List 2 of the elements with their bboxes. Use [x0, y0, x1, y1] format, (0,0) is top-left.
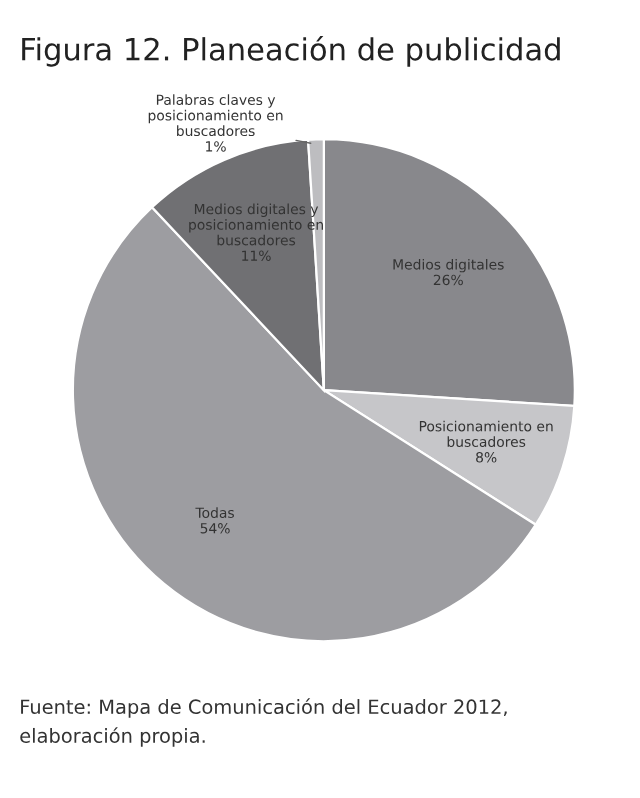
- source-note: Fuente: Mapa de Comunicación del Ecuador 2012, elaboración propia.: [20, 698, 507, 747]
- chart-title: Figura 12. Planeación de publicidad: [22, 35, 560, 67]
